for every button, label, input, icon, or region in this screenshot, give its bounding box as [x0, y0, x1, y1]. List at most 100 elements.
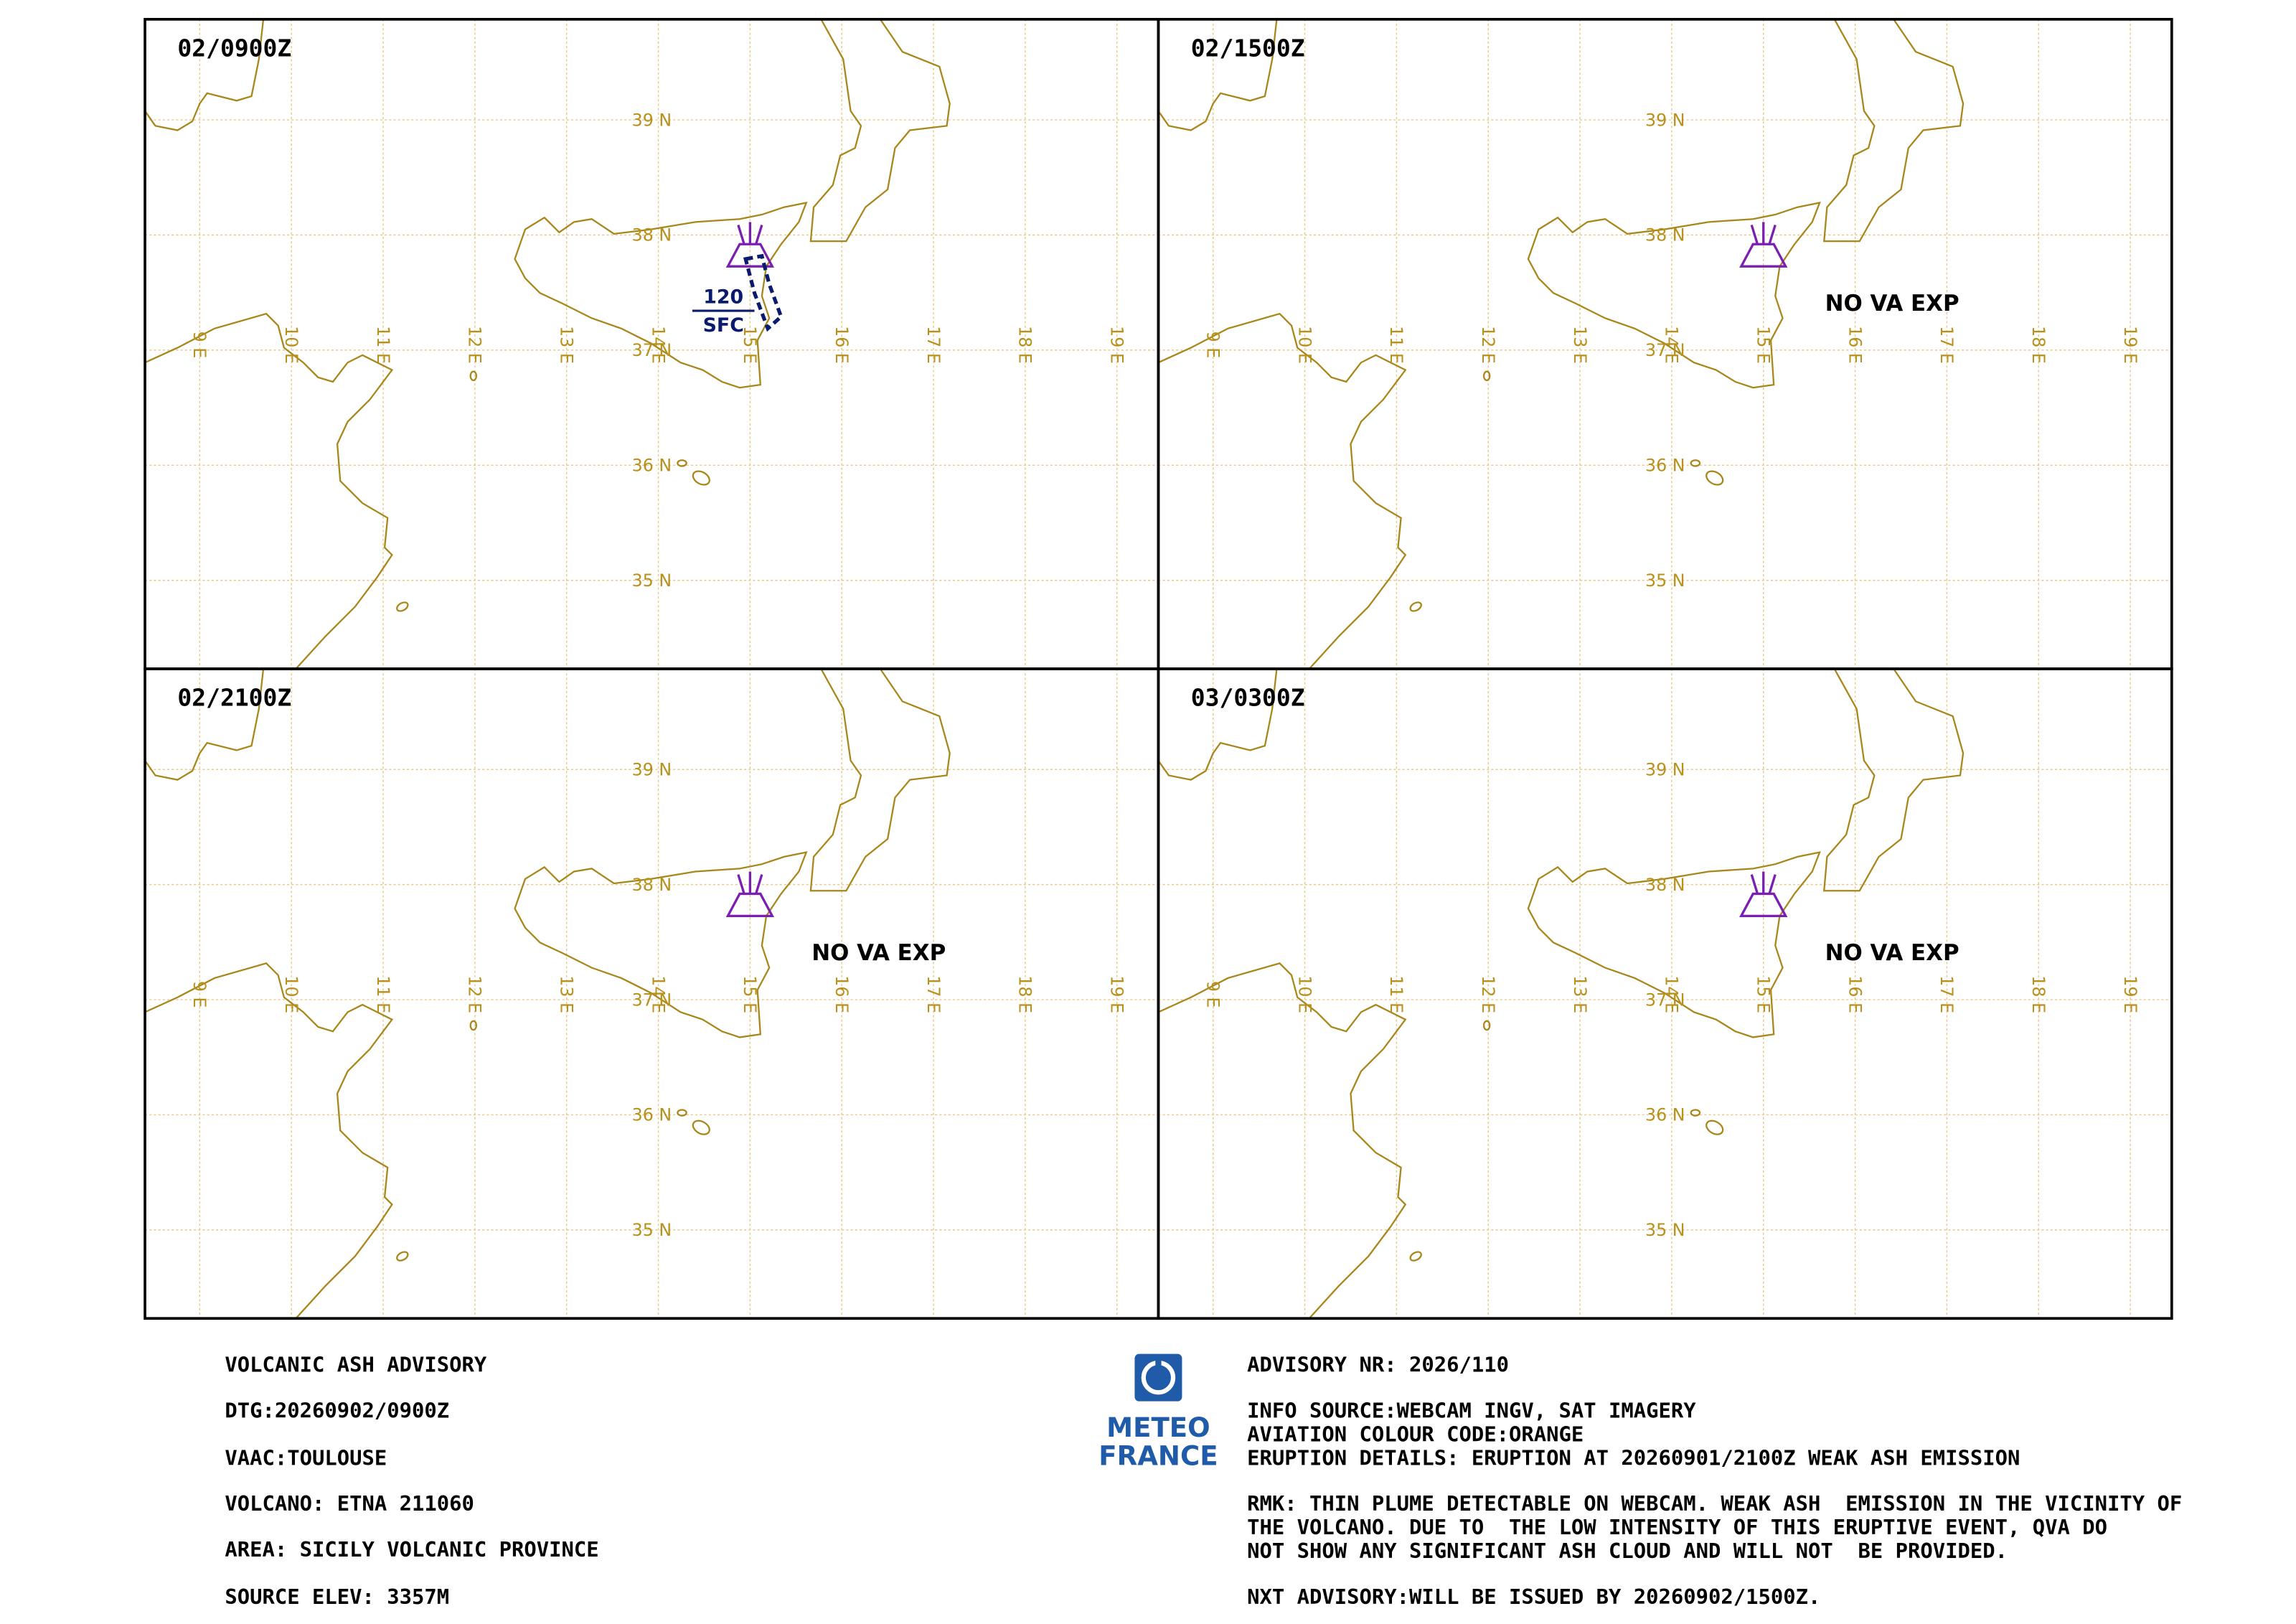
- map-content: 39 N 38 N 37 N 36 N 35 N 9 E 10 E 11 E 12 E 13 E 1…: [145, 19, 1159, 670]
- advisory-line: VOLCANIC ASH ADVISORY: [225, 1352, 486, 1376]
- longitude-label: 10 E: [1294, 975, 1314, 1013]
- longitude-label: 9 E: [189, 332, 210, 359]
- longitude-label: 12 E: [1478, 975, 1498, 1013]
- latitude-label: 38 N: [1645, 225, 1685, 245]
- latitude-label: 37 N: [1645, 340, 1685, 360]
- longitude-label: 15 E: [740, 326, 760, 364]
- longitude-label: 16 E: [1845, 975, 1865, 1013]
- longitude-label: 13 E: [1570, 326, 1590, 364]
- advisory-line: NXT ADVISORY:WILL BE ISSUED BY 20260902/…: [1247, 1585, 1820, 1609]
- longitude-label: 14 E: [1662, 975, 1682, 1013]
- longitude-label: 18 E: [1015, 975, 1035, 1013]
- logo-text: METEO: [1106, 1412, 1210, 1443]
- longitude-label: 11 E: [1386, 326, 1406, 364]
- longitude-label: 14 E: [648, 975, 668, 1013]
- latitude-label: 35 N: [1645, 1220, 1685, 1240]
- meteo-france-logo: METEO FRANCE: [1098, 1353, 1218, 1471]
- panel-frame: [1157, 667, 2173, 1320]
- longitude-label: 10 E: [281, 326, 301, 364]
- longitude-label: 15 E: [740, 975, 760, 1013]
- ash-cloud: [743, 253, 784, 332]
- advisory-line: VAAC:TOULOUSE: [225, 1445, 387, 1470]
- advisory-text: VOLCANIC ASH ADVISORY DTG:20260902/0900Z V…: [225, 1352, 2182, 1609]
- map-content: 39 N 38 N 37 N 36 N 35 N 9 E 10 E 11 E 12 E 13 E 1…: [145, 669, 1159, 1319]
- longitude-label: 16 E: [832, 326, 852, 364]
- map-panel: 39 N 38 N 37 N 36 N 35 N 9 E 10 E 11 E 12 E 13 E 1…: [144, 667, 1160, 1320]
- longitude-label: 13 E: [556, 975, 576, 1013]
- panel-time: 02/2100Z: [177, 684, 291, 712]
- advisory-line: NOT SHOW ANY SIGNIFICANT ASH CLOUD AND W…: [1247, 1539, 2008, 1563]
- coastline: [145, 669, 951, 1319]
- longitude-label: 10 E: [1294, 326, 1314, 364]
- latitude-label: 35 N: [632, 571, 672, 591]
- cloud-base: SFC: [703, 314, 744, 337]
- longitude-label: 16 E: [832, 975, 852, 1013]
- logo-text: FRANCE: [1098, 1440, 1218, 1471]
- latitude-label: 37 N: [632, 990, 672, 1010]
- coastline: [145, 19, 951, 670]
- longitude-label: 9 E: [1203, 332, 1223, 359]
- map-panel: 39 N 38 N 37 N 36 N 35 N 9 E 10 E 11 E 12 E 13 E 1…: [144, 18, 1160, 670]
- longitude-label: 18 E: [1015, 326, 1035, 364]
- advisory-line: VOLCANO: ETNA 211060: [225, 1491, 474, 1516]
- advisory-line: RMK: THIN PLUME DETECTABLE ON WEBCAM. WE…: [1247, 1491, 2182, 1516]
- map-content: 39 N 38 N 37 N 36 N 35 N 9 E 10 E 11 E 12 E 13 E 1…: [1158, 19, 2172, 670]
- latitude-label: 38 N: [1645, 875, 1685, 895]
- advisory-line: INFO SOURCE:WEBCAM INGV, SAT IMAGERY: [1247, 1398, 1696, 1422]
- panel-time: 02/1500Z: [1191, 34, 1305, 62]
- latitude-label: 35 N: [1645, 571, 1685, 591]
- longitude-label: 18 E: [2028, 326, 2048, 364]
- panel-time: 02/0900Z: [177, 34, 291, 62]
- latitude-label: 36 N: [1645, 1105, 1685, 1125]
- latitude-label: 39 N: [632, 110, 672, 130]
- longitude-label: 18 E: [2028, 975, 2048, 1013]
- map-content: 39 N 38 N 37 N 36 N 35 N 9 E 10 E 11 E 12 E 13 E 1…: [1158, 669, 2172, 1319]
- longitude-label: 14 E: [648, 326, 668, 364]
- longitude-label: 13 E: [556, 326, 576, 364]
- latitude-label: 36 N: [632, 1105, 672, 1125]
- cloud-top: 120: [703, 286, 743, 309]
- longitude-label: 14 E: [1662, 326, 1682, 364]
- map-panel: 39 N 38 N 37 N 36 N 35 N 9 E 10 E 11 E 12 E 13 E 1…: [1157, 667, 2173, 1320]
- advisory-line: DTG:20260902/0900Z: [225, 1398, 449, 1422]
- latitude-label: 39 N: [1645, 759, 1685, 779]
- longitude-label: 15 E: [1753, 975, 1773, 1013]
- longitude-label: 12 E: [465, 975, 485, 1013]
- longitude-label: 17 E: [1937, 975, 1957, 1013]
- latitude-label: 39 N: [1645, 110, 1685, 130]
- longitude-label: 15 E: [1753, 326, 1773, 364]
- advisory-line: AVIATION COLOUR CODE:ORANGE: [1247, 1422, 1584, 1446]
- map-panel: 39 N 38 N 37 N 36 N 35 N 9 E 10 E 11 E 12 E 13 E 1…: [1157, 18, 2173, 670]
- longitude-label: 11 E: [373, 975, 393, 1013]
- longitude-label: 9 E: [189, 981, 210, 1008]
- longitude-label: 11 E: [1386, 975, 1406, 1013]
- longitude-label: 11 E: [373, 326, 393, 364]
- longitude-label: 19 E: [2120, 326, 2140, 364]
- advisory-line: ADVISORY NR: 2026/110: [1247, 1352, 1509, 1376]
- no-ash-note: NO VA EXP: [811, 940, 946, 966]
- latitude-label: 38 N: [632, 875, 672, 895]
- longitude-label: 17 E: [923, 975, 944, 1013]
- latitude-label: 37 N: [1645, 990, 1685, 1010]
- advisory-line: SOURCE ELEV: 3357M: [225, 1585, 449, 1609]
- latitude-label: 35 N: [632, 1220, 672, 1240]
- advisory-line: AREA: SICILY VOLCANIC PROVINCE: [225, 1537, 598, 1562]
- no-ash-note: NO VA EXP: [1825, 940, 1959, 966]
- coastline: [1158, 669, 1965, 1319]
- longitude-label: 9 E: [1203, 981, 1223, 1008]
- longitude-label: 17 E: [923, 326, 944, 364]
- latitude-label: 38 N: [632, 225, 672, 245]
- longitude-label: 13 E: [1570, 975, 1590, 1013]
- latitude-label: 37 N: [632, 340, 672, 360]
- map-panels: 39 N 38 N 37 N 36 N 35 N 9 E 10 E 11 E 12 E 13 E 1…: [144, 18, 2173, 1320]
- no-ash-note: NO VA EXP: [1825, 291, 1959, 316]
- latitude-label: 36 N: [1645, 456, 1685, 476]
- coastline: [1158, 19, 1965, 670]
- longitude-label: 16 E: [1845, 326, 1865, 364]
- longitude-label: 17 E: [1937, 326, 1957, 364]
- longitude-label: 12 E: [1478, 326, 1498, 364]
- longitude-label: 19 E: [2120, 975, 2140, 1013]
- longitude-label: 10 E: [281, 975, 301, 1013]
